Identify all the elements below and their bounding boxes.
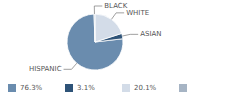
svg-text:HISPANIC: HISPANIC	[29, 65, 62, 73]
svg-text:ASIAN: ASIAN	[140, 30, 161, 38]
html-text:3.1%: 3.1%	[77, 84, 95, 92]
svg-text:WHITE: WHITE	[126, 9, 149, 17]
svg-text:BLACK: BLACK	[104, 2, 127, 10]
html-text:76.3%: 76.3%	[20, 84, 43, 92]
html-text:20.1%: 20.1%	[134, 84, 157, 92]
